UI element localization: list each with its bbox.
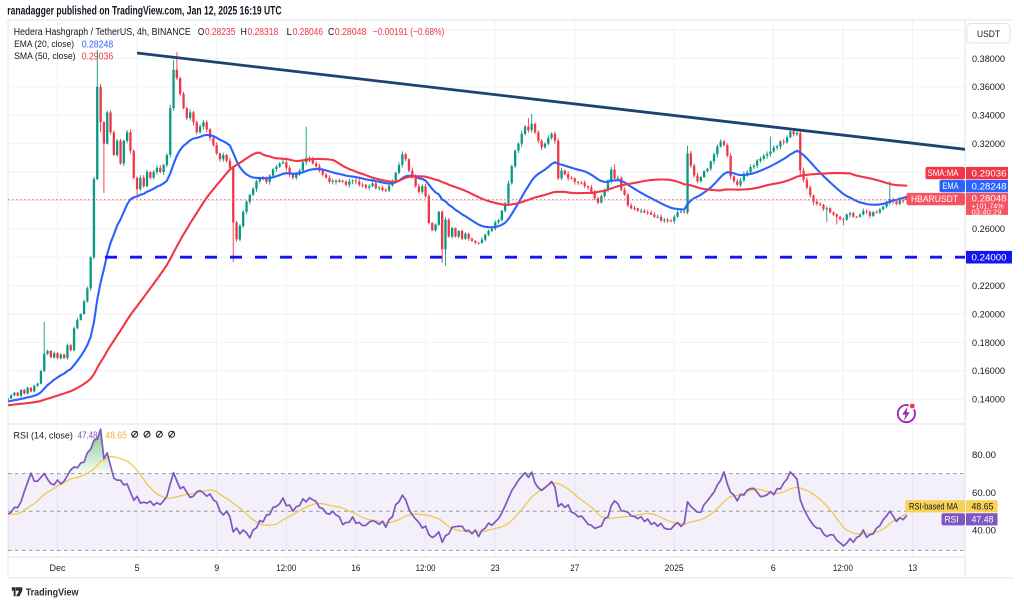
svg-text:0.22000: 0.22000 bbox=[972, 281, 1005, 292]
svg-text:RSI: RSI bbox=[945, 514, 959, 524]
svg-text:0.28048: 0.28048 bbox=[335, 27, 367, 38]
svg-text:0.16000: 0.16000 bbox=[972, 366, 1005, 377]
svg-text:+101.74%: +101.74% bbox=[972, 201, 1004, 210]
svg-text:23: 23 bbox=[491, 563, 500, 574]
svg-text:SMA (50, close): SMA (50, close) bbox=[14, 51, 76, 61]
svg-text:6: 6 bbox=[771, 563, 776, 574]
svg-text:16: 16 bbox=[351, 563, 360, 574]
svg-text:Dec: Dec bbox=[50, 563, 66, 574]
svg-text:0.29036: 0.29036 bbox=[972, 168, 1007, 179]
svg-text:0.38000: 0.38000 bbox=[972, 54, 1005, 65]
svg-text:47.48: 47.48 bbox=[972, 515, 994, 526]
svg-text:0.28048: 0.28048 bbox=[972, 193, 1007, 204]
svg-text:TradingView: TradingView bbox=[26, 588, 79, 599]
svg-text:0.32000: 0.32000 bbox=[972, 139, 1005, 150]
svg-text:USDT: USDT bbox=[977, 29, 1000, 40]
svg-text:5: 5 bbox=[135, 563, 140, 574]
svg-text:0.34000: 0.34000 bbox=[972, 111, 1005, 122]
svg-text:0.26000: 0.26000 bbox=[972, 224, 1005, 235]
svg-text:0.28046: 0.28046 bbox=[293, 27, 324, 38]
svg-text:60.00: 60.00 bbox=[972, 488, 996, 499]
svg-text:0.24000: 0.24000 bbox=[972, 252, 1007, 263]
svg-text:SMA:MA: SMA:MA bbox=[928, 168, 959, 178]
svg-text:ranadagger published on Tradin: ranadagger published on TradingView.com,… bbox=[7, 5, 281, 17]
svg-text:EMA (20, close): EMA (20, close) bbox=[14, 39, 74, 49]
svg-text:27: 27 bbox=[570, 563, 579, 574]
svg-text:0.36000: 0.36000 bbox=[972, 82, 1005, 93]
svg-text:80.00: 80.00 bbox=[972, 450, 996, 461]
svg-text:H: H bbox=[241, 27, 247, 38]
svg-text:0.28248: 0.28248 bbox=[82, 39, 114, 50]
svg-text:0.14000: 0.14000 bbox=[972, 395, 1005, 406]
svg-text:Hedera Hashgraph / TetherUS, 4: Hedera Hashgraph / TetherUS, 4h, BINANCE bbox=[14, 27, 191, 38]
svg-text:RSI (14, close): RSI (14, close) bbox=[14, 430, 73, 440]
svg-text:12:00: 12:00 bbox=[833, 563, 853, 574]
svg-text:13: 13 bbox=[908, 563, 917, 574]
svg-text:2025: 2025 bbox=[665, 563, 684, 574]
svg-text:0.18000: 0.18000 bbox=[972, 338, 1005, 349]
svg-text:RSI-based MA: RSI-based MA bbox=[909, 501, 958, 511]
svg-text:12:00: 12:00 bbox=[276, 563, 296, 574]
svg-text:O: O bbox=[198, 27, 205, 38]
svg-text:0.28235: 0.28235 bbox=[205, 27, 236, 38]
svg-text:0.28248: 0.28248 bbox=[972, 181, 1007, 192]
svg-text:0.28318: 0.28318 bbox=[248, 27, 279, 38]
svg-text:EMA: EMA bbox=[943, 181, 959, 191]
svg-text:−0.00191 (−0.68%): −0.00191 (−0.68%) bbox=[373, 27, 444, 38]
svg-text:48.65: 48.65 bbox=[105, 431, 127, 442]
svg-text:40.00: 40.00 bbox=[972, 525, 996, 536]
svg-text:C: C bbox=[328, 27, 334, 38]
svg-text:48.65: 48.65 bbox=[972, 502, 994, 513]
svg-text:12:00: 12:00 bbox=[416, 563, 436, 574]
svg-text:47.48: 47.48 bbox=[78, 431, 98, 442]
svg-text:L: L bbox=[287, 27, 293, 38]
svg-text:0.20000: 0.20000 bbox=[972, 309, 1005, 320]
svg-text:HBARUSDT: HBARUSDT bbox=[911, 194, 958, 204]
svg-text:03:40:29: 03:40:29 bbox=[972, 208, 1002, 217]
svg-text:9: 9 bbox=[214, 563, 219, 574]
